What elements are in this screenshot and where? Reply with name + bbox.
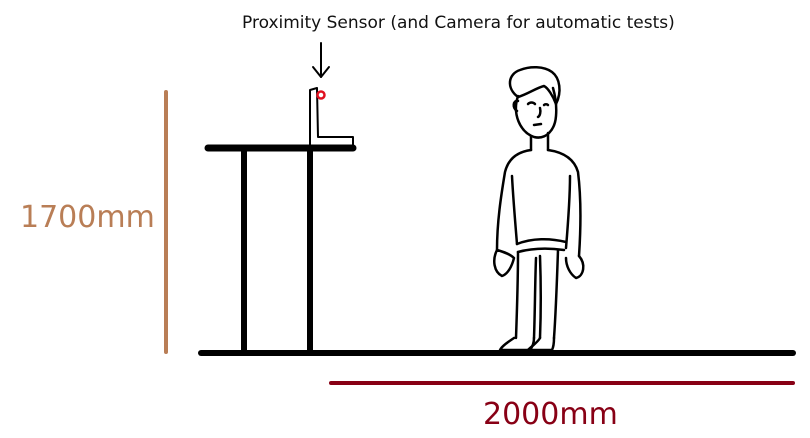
table — [204, 144, 357, 355]
person-hand-right — [564, 254, 585, 280]
person-leg-right — [538, 254, 542, 340]
person-hand-left — [493, 248, 516, 278]
person-feet — [498, 336, 536, 352]
distance-label: 2000mm — [483, 397, 618, 432]
height-label: 1700mm — [20, 200, 155, 235]
person-hair — [508, 66, 561, 106]
down-arrow-icon — [312, 42, 330, 78]
person-torso — [495, 148, 533, 252]
sensor-caption: Proximity Sensor (and Camera for automat… — [242, 13, 675, 33]
proximity-sensor — [309, 87, 354, 147]
person-figure — [493, 66, 585, 352]
person-leg-left — [514, 250, 520, 340]
sensor-dot — [316, 90, 326, 100]
